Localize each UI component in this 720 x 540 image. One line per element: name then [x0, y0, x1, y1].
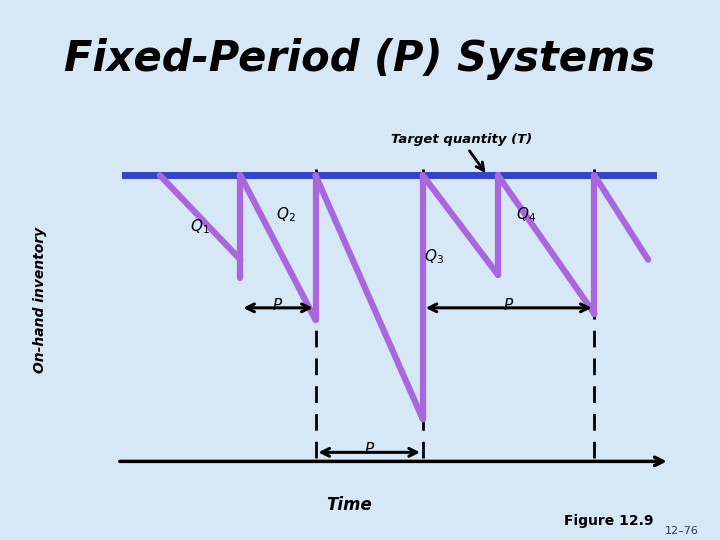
Text: $Q_1$: $Q_1$ — [190, 217, 210, 236]
Text: $P$: $P$ — [503, 297, 514, 313]
Text: 12–76: 12–76 — [665, 525, 698, 536]
Text: Time: Time — [326, 496, 372, 514]
Text: $Q_2$: $Q_2$ — [276, 205, 296, 224]
Text: Figure 12.9: Figure 12.9 — [564, 514, 653, 528]
Text: Fixed-Period (P) Systems: Fixed-Period (P) Systems — [64, 38, 656, 80]
Text: Target quantity (T): Target quantity (T) — [391, 133, 532, 171]
Text: $Q_4$: $Q_4$ — [516, 205, 536, 224]
Text: On-hand inventory: On-hand inventory — [32, 227, 47, 373]
Text: $Q_3$: $Q_3$ — [423, 247, 444, 266]
Text: $P$: $P$ — [272, 297, 284, 313]
Text: $P$: $P$ — [364, 441, 375, 457]
